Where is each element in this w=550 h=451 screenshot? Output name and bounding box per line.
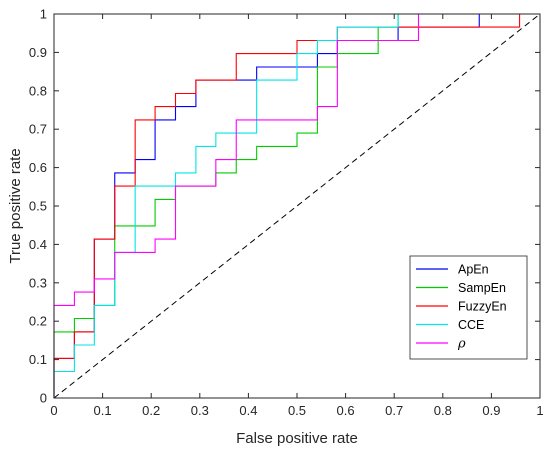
x-axis-label: False positive rate	[236, 430, 358, 447]
series-line-3	[53, 13, 540, 398]
y-tick-label: 0.1	[29, 352, 47, 367]
x-tick-label: 0.3	[191, 403, 209, 418]
y-axis-label: True positive rate	[7, 148, 24, 263]
x-tick-label: 0	[50, 403, 57, 418]
x-tick-label: 0.5	[288, 403, 306, 418]
y-tick-label: 0.8	[29, 83, 47, 98]
legend-label-2: FuzzyEn	[458, 300, 507, 314]
legend-label-1: SampEn	[458, 281, 506, 295]
x-tick-label: 1	[536, 403, 543, 418]
y-tick-label: 0.5	[29, 199, 47, 214]
x-tick-label: 0.6	[337, 403, 355, 418]
x-tick-label: 0.1	[94, 403, 112, 418]
x-tick-label: 0.2	[142, 403, 160, 418]
y-tick-label: 0.2	[29, 314, 47, 329]
legend-label-3: CCE	[458, 318, 484, 332]
legend-label-4: ρ	[457, 337, 466, 352]
legend-box	[409, 255, 528, 360]
x-tick-label: 0.7	[385, 403, 403, 418]
y-tick-label: 0.3	[29, 275, 47, 290]
reference-diagonal-line	[53, 13, 541, 399]
legend: ApEn SampEn FuzzyEn CCE ρ	[409, 255, 528, 360]
series-line-4	[53, 13, 540, 398]
y-tick-label: 0	[40, 391, 47, 406]
y-tick-label: 0.7	[29, 122, 47, 137]
y-tick-label: 0.6	[29, 160, 47, 175]
x-tick-label: 0.9	[482, 403, 500, 418]
x-tick-label: 0.8	[434, 403, 452, 418]
y-tick-label: 0.4	[29, 237, 47, 252]
axes: 0 0.1 0.2 0.3 0.4 0.5 0.6 0.7 0.8 0.9 1 0 0.1 0.2 0.3 0…	[29, 7, 544, 419]
y-tick-label: 1	[40, 7, 47, 22]
x-tick-label: 0.4	[239, 403, 257, 418]
plot-area	[53, 13, 541, 399]
y-tick-label: 0.9	[29, 45, 47, 60]
legend-label-0: ApEn	[458, 263, 489, 277]
